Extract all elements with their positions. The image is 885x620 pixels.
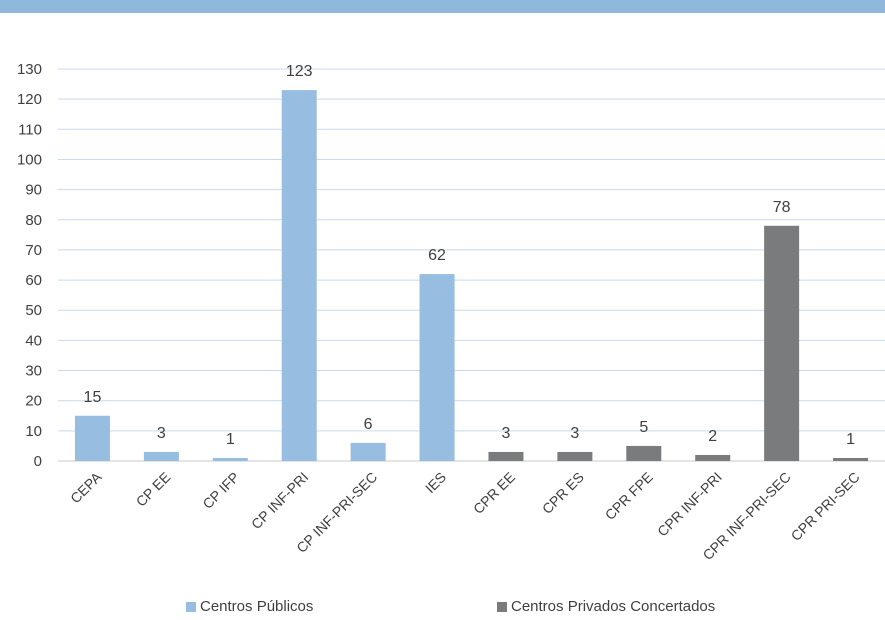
y-tick-label: 50 [25, 302, 42, 319]
data-label: 6 [364, 416, 373, 433]
y-tick-label: 20 [25, 393, 42, 410]
bar [350, 442, 386, 461]
legend-label-centros-privados-concertados: Centros Privados Concertados [511, 598, 716, 615]
data-label: 5 [639, 419, 648, 436]
y-tick-label: 40 [25, 332, 42, 349]
y-tick-label: 30 [25, 363, 42, 380]
legend-swatch-centros-publicos [186, 601, 196, 612]
top-accent-bar [0, 0, 885, 13]
y-tick-label: 100 [17, 151, 42, 168]
legend-item-centros-privados-concertados: Centros Privados Concertados [497, 598, 715, 615]
bar [833, 457, 869, 461]
category-label: CP INF-PRI [248, 469, 311, 532]
data-label: 1 [846, 431, 855, 448]
category-label: CPR FPE [602, 469, 656, 523]
category-label: CPR INF-PRI [654, 469, 725, 540]
data-label: 3 [502, 425, 511, 442]
data-label: 3 [157, 425, 166, 442]
data-label: 62 [428, 247, 446, 264]
y-tick-label: 60 [25, 272, 42, 289]
y-tick-label: 80 [25, 212, 42, 229]
legend-label-centros-publicos: Centros Públicos [200, 598, 314, 615]
data-label: 2 [708, 428, 717, 445]
y-tick-label: 10 [25, 423, 42, 440]
y-tick-label: 0 [34, 453, 42, 470]
bar [695, 454, 731, 461]
category-label: CPR ES [539, 469, 587, 517]
data-label: 1 [226, 431, 235, 448]
bar [764, 225, 800, 461]
category-label: CP IFP [199, 469, 242, 512]
bar [626, 445, 662, 461]
bar [74, 415, 110, 461]
category-label: CEPA [67, 468, 105, 506]
data-label: 123 [286, 63, 313, 80]
legend-item-centros-publicos: Centros Públicos [186, 598, 313, 615]
bar [488, 451, 524, 461]
bar [281, 90, 317, 461]
category-label: CPR EE [470, 469, 518, 517]
y-tick-label: 130 [17, 61, 42, 78]
category-label: CPR PRI-SEC [788, 469, 863, 544]
y-tick-label: 120 [17, 91, 42, 108]
data-label: 15 [84, 389, 102, 406]
bar [212, 457, 248, 461]
y-tick-label: 90 [25, 182, 42, 199]
category-label: IES [422, 469, 449, 496]
category-label: CP EE [133, 469, 174, 510]
y-tick-label: 110 [18, 121, 42, 138]
bar [143, 451, 179, 461]
legend-swatch-centros-privados-concertados [497, 601, 507, 612]
y-tick-label: 70 [25, 242, 42, 259]
data-label: 3 [570, 425, 579, 442]
bar [557, 451, 593, 461]
data-label: 78 [773, 199, 791, 216]
bar [419, 274, 455, 461]
